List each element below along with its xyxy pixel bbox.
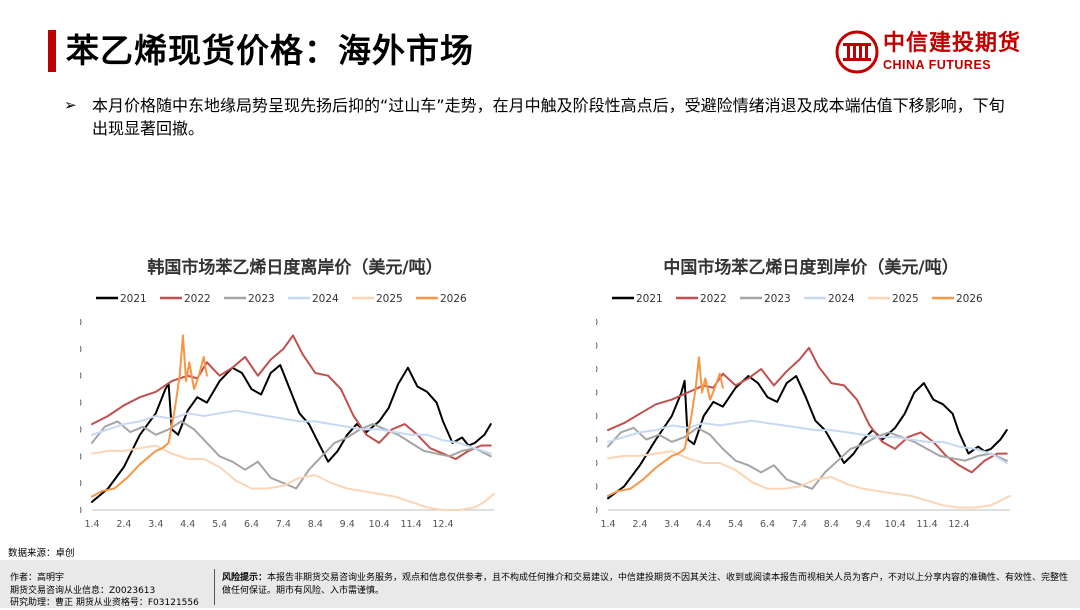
x-tick-label: 11.4 bbox=[916, 519, 937, 528]
x-tick-label: 1.4 bbox=[600, 519, 615, 528]
risk-disclaimer: 风险提示：本报告非期货交易咨询业务服务，观点和信息仅供参考，且不构成任何推介和交… bbox=[222, 572, 1072, 597]
author-license: 期货交易咨询从业信息：Z0023613 bbox=[10, 585, 156, 596]
x-tick-label: 3.4 bbox=[148, 519, 163, 528]
chart-china-cfr: 中国市场苯乙烯日度到岸价（美元/吨） 2021 2022 2023 2024 2025 20… bbox=[596, 248, 1036, 528]
chart-title: 中国市场苯乙烯日度到岸价（美元/吨） bbox=[663, 257, 958, 278]
footer: 作者：高明宇 期货交易咨询从业信息：Z0023613 研究助理：曹正 期货从业资… bbox=[0, 560, 1080, 608]
chart-title: 韩国市场苯乙烯日度离岸价（美元/吨） bbox=[147, 257, 442, 278]
x-tick-label: 2.4 bbox=[116, 519, 131, 528]
x-tick-label: 7.4 bbox=[276, 519, 291, 528]
logo-name-en: CHINA FUTURES bbox=[883, 58, 992, 72]
x-tick-label: 3.4 bbox=[664, 519, 679, 528]
legend-label: 2025 bbox=[892, 293, 919, 305]
x-tick-label: 1.4 bbox=[84, 519, 99, 528]
data-source: 数据来源：卓创 bbox=[8, 548, 75, 559]
series-line-2025 bbox=[91, 444, 495, 511]
summary-text: 本月价格随中东地缘局势呈现先扬后抑的“过山车”走势，在月中触及阶段性高点后，受避… bbox=[92, 96, 1005, 138]
x-tick-label: 7.4 bbox=[792, 519, 807, 528]
x-tick-label: 10.4 bbox=[885, 519, 906, 528]
y-tick-label: 1500 bbox=[596, 341, 598, 352]
x-tick-label: 9.4 bbox=[856, 519, 871, 528]
chart-korea-fob: 韩国市场苯乙烯日度离岸价（美元/吨） 2021 2022 2023 2024 2025 20… bbox=[80, 248, 520, 528]
legend-label: 2022 bbox=[184, 293, 211, 305]
legend-label: 2026 bbox=[956, 293, 983, 305]
x-tick-label: 5.4 bbox=[212, 519, 227, 528]
y-tick-label: 1300 bbox=[596, 388, 598, 399]
legend-label: 2023 bbox=[764, 293, 791, 305]
x-tick-label: 2.4 bbox=[632, 519, 647, 528]
y-tick-label: 1600 bbox=[596, 318, 598, 329]
series-line-2022 bbox=[91, 334, 492, 460]
company-logo: 中信建投期货 CHINA FUTURES bbox=[835, 30, 1035, 76]
china-futures-logo-icon bbox=[835, 30, 879, 74]
y-tick-label: 1100 bbox=[80, 425, 82, 436]
arrow-bullet-icon: ➢ bbox=[64, 96, 77, 114]
legend-label: 2026 bbox=[440, 293, 467, 305]
y-tick-label: 1100 bbox=[596, 435, 598, 446]
logo-name-cn: 中信建投期货 bbox=[883, 31, 1022, 56]
y-tick-label: 1500 bbox=[80, 318, 82, 329]
x-tick-label: 5.4 bbox=[728, 519, 743, 528]
x-tick-label: 8.4 bbox=[308, 519, 323, 528]
title-accent-bar bbox=[48, 30, 56, 72]
x-tick-label: 11.4 bbox=[400, 519, 421, 528]
legend-label: 2021 bbox=[120, 293, 147, 305]
footer-divider bbox=[214, 569, 215, 605]
x-tick-label: 6.4 bbox=[244, 519, 259, 528]
x-tick-label: 8.4 bbox=[824, 519, 839, 528]
legend-label: 2024 bbox=[828, 293, 855, 305]
y-tick-label: 900 bbox=[596, 482, 598, 493]
series-line-2021 bbox=[607, 375, 1008, 500]
legend-label: 2025 bbox=[376, 293, 403, 305]
series-line-2023 bbox=[607, 426, 1008, 490]
y-tick-label: 800 bbox=[596, 506, 598, 517]
series-line-2026 bbox=[607, 356, 724, 497]
research-assistant: 研究助理：曹正 期货从业资格号：F03121556 bbox=[10, 598, 199, 608]
y-tick-label: 1400 bbox=[596, 365, 598, 376]
y-tick-label: 1000 bbox=[80, 452, 82, 463]
legend-label: 2022 bbox=[700, 293, 727, 305]
x-tick-label: 4.4 bbox=[696, 519, 711, 528]
x-tick-label: 10.4 bbox=[369, 519, 390, 528]
risk-text: 本报告非期货交易咨询业务服务，观点和信息仅供参考，且不构成任何推介和交易建议，中… bbox=[222, 573, 1069, 596]
chart-svg: 韩国市场苯乙烯日度离岸价（美元/吨） 2021 2022 2023 2024 2025 20… bbox=[80, 257, 495, 528]
y-tick-label: 800 bbox=[80, 506, 82, 517]
risk-label: 风险提示： bbox=[222, 573, 268, 583]
legend-label: 2023 bbox=[248, 293, 275, 305]
y-tick-label: 900 bbox=[80, 479, 82, 490]
x-tick-label: 4.4 bbox=[180, 519, 195, 528]
page-title: 苯乙烯现货价格：海外市场 bbox=[66, 31, 474, 70]
x-tick-label: 6.4 bbox=[760, 519, 775, 528]
series-line-2024 bbox=[607, 419, 1008, 464]
summary-bullet: ➢ 本月价格随中东地缘局势呈现先扬后抑的“过山车”走势，在月中触及阶段性高点后，… bbox=[64, 94, 1014, 140]
series-line-2022 bbox=[607, 346, 1008, 474]
legend-label: 2024 bbox=[312, 293, 339, 305]
series-line-2023 bbox=[91, 420, 492, 490]
y-tick-label: 1300 bbox=[80, 371, 82, 382]
author: 作者：高明宇 bbox=[10, 573, 65, 583]
legend-label: 2021 bbox=[636, 293, 663, 305]
y-tick-label: 1000 bbox=[596, 459, 598, 470]
x-tick-label: 12.4 bbox=[432, 519, 453, 528]
y-tick-label: 1200 bbox=[80, 398, 82, 409]
x-tick-label: 9.4 bbox=[340, 519, 355, 528]
y-tick-label: 1400 bbox=[80, 344, 82, 355]
series-line-2024 bbox=[91, 409, 492, 455]
chart-svg: 中国市场苯乙烯日度到岸价（美元/吨） 2021 2022 2023 2024 2025 20… bbox=[596, 257, 1011, 528]
x-tick-label: 12.4 bbox=[948, 519, 969, 528]
footer-author-info: 作者：高明宇 期货交易咨询从业信息：Z0023613 研究助理：曹正 期货从业资… bbox=[10, 572, 199, 610]
series-line-2021 bbox=[91, 364, 492, 503]
series-line-2026 bbox=[91, 334, 208, 498]
y-tick-label: 1200 bbox=[596, 412, 598, 423]
